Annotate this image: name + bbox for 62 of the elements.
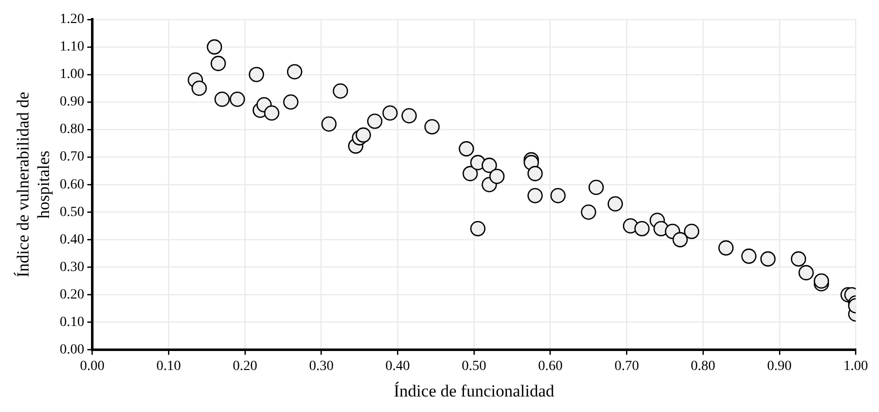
point xyxy=(382,105,398,121)
point xyxy=(321,116,337,132)
x-tick-label: 0.40 xyxy=(385,358,410,374)
y-tick-label: 0.40 xyxy=(60,232,84,248)
point xyxy=(741,248,757,264)
y-tick-label: 0.80 xyxy=(60,122,84,138)
point xyxy=(401,108,417,124)
point xyxy=(206,39,222,55)
point xyxy=(634,221,650,236)
x-tick-label: 0.50 xyxy=(462,358,486,374)
point xyxy=(210,56,226,72)
y-tick-label: 0.00 xyxy=(60,342,84,358)
point xyxy=(588,180,604,196)
x-tick-label: 0.70 xyxy=(614,358,639,374)
y-tick-label: 0.30 xyxy=(60,260,84,275)
point xyxy=(248,66,264,82)
point xyxy=(527,166,543,182)
y-tick-label: 0.10 xyxy=(60,314,84,330)
point xyxy=(462,166,478,182)
point xyxy=(424,119,440,134)
point xyxy=(283,94,298,110)
point xyxy=(550,188,566,204)
x-tick-label: 0.00 xyxy=(80,358,105,374)
x-tick-label: 0.20 xyxy=(232,358,258,374)
point xyxy=(527,188,543,204)
x-tick-label: 0.30 xyxy=(309,358,334,374)
y-tick-label: 1.00 xyxy=(60,67,84,82)
y-tick-label: 0.50 xyxy=(60,204,84,220)
point xyxy=(760,251,776,267)
point xyxy=(470,221,486,236)
x-tick-label: 0.80 xyxy=(690,358,716,374)
point xyxy=(214,92,230,107)
point xyxy=(684,224,700,240)
y-tick-label: 0.20 xyxy=(60,287,84,302)
x-tick-label: 1.00 xyxy=(844,358,868,374)
point xyxy=(814,273,830,289)
point xyxy=(356,127,371,143)
point xyxy=(264,105,280,121)
point xyxy=(286,64,302,80)
point xyxy=(580,204,596,220)
point xyxy=(489,168,505,184)
point xyxy=(790,251,806,267)
point xyxy=(367,114,382,129)
y-tick-label: 0.90 xyxy=(60,94,84,110)
y-tick-label: 0.70 xyxy=(60,150,84,165)
point xyxy=(608,196,623,212)
point xyxy=(458,141,474,156)
point xyxy=(192,80,207,96)
point xyxy=(672,232,688,248)
x-tick-label: 0.60 xyxy=(538,358,563,374)
point xyxy=(332,83,348,99)
y-tick-label: 1.20 xyxy=(60,12,84,28)
y-tick-label: 1.10 xyxy=(60,40,84,55)
point xyxy=(230,92,246,107)
x-axis-title: Índice de funcionalidad xyxy=(394,381,555,400)
point xyxy=(718,240,734,256)
point xyxy=(482,158,497,173)
point xyxy=(798,265,814,280)
x-tick-label: 0.10 xyxy=(156,358,181,374)
y-axis-title: Índice de vulnerabilidad de hospitales xyxy=(14,92,54,278)
x-tick-label: 0.90 xyxy=(767,358,792,374)
y-tick-label: 0.60 xyxy=(60,177,84,192)
